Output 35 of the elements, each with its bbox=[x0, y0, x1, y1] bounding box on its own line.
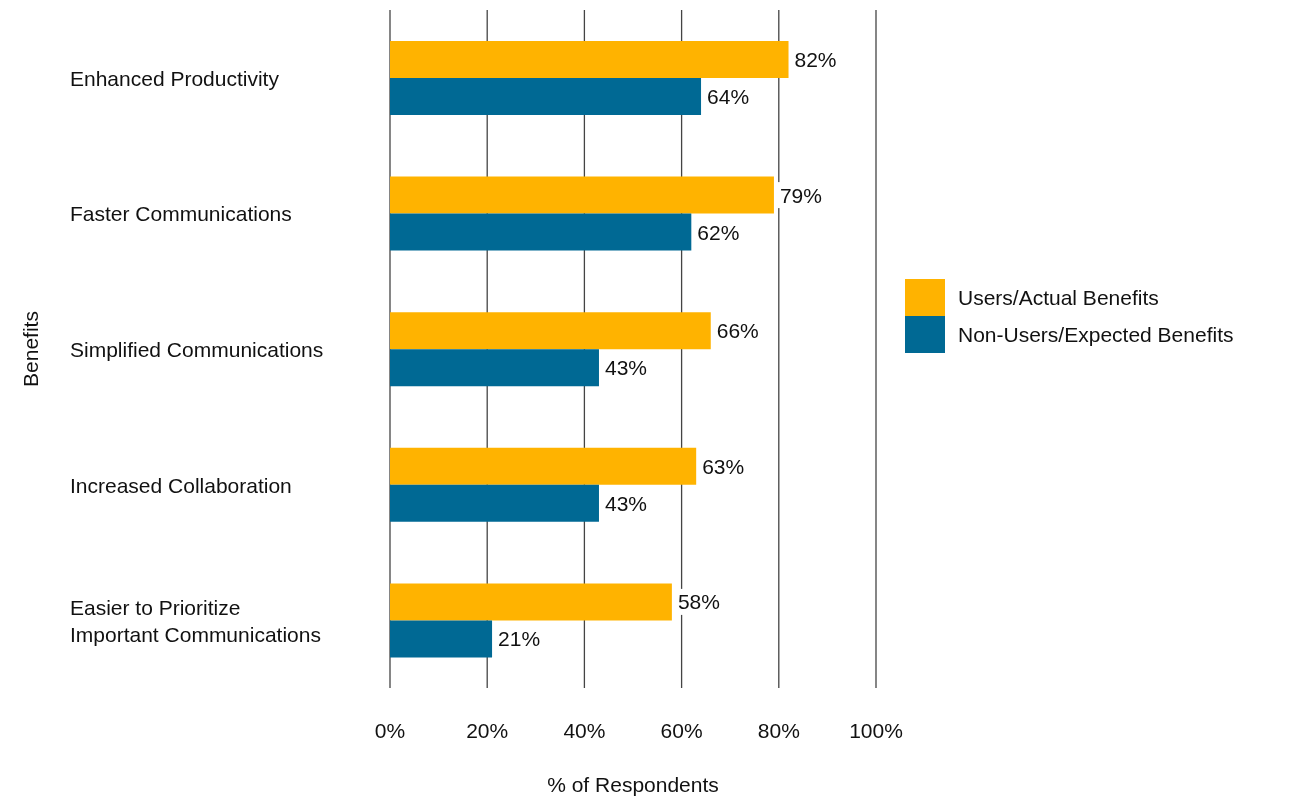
y-tick-label: Faster Communications bbox=[70, 201, 292, 225]
x-tick-label: 20% bbox=[466, 719, 509, 742]
data-label: 58% bbox=[677, 590, 720, 614]
bar bbox=[390, 583, 672, 621]
data-label: 62% bbox=[697, 220, 740, 244]
y-tick-label: Simplified Communications bbox=[70, 337, 324, 361]
x-tick-label: 40% bbox=[563, 719, 606, 742]
data-label: 43% bbox=[604, 356, 648, 380]
data-label: 63% bbox=[702, 454, 745, 478]
bar bbox=[390, 312, 711, 350]
data-label: 82% bbox=[794, 48, 837, 71]
bar bbox=[390, 213, 692, 251]
legend-label: Users/Actual Benefits bbox=[958, 285, 1159, 310]
data-label: 21% bbox=[498, 627, 541, 651]
bar bbox=[390, 447, 697, 485]
bar bbox=[390, 41, 789, 78]
y-axis-title: Benefits bbox=[19, 311, 42, 387]
data-label: 66% bbox=[716, 319, 759, 343]
x-tick-label: 0% bbox=[374, 719, 406, 742]
y-tick-label: Easier to Prioritize Important Communications bbox=[70, 595, 321, 646]
bar bbox=[390, 484, 599, 522]
data-label: 43% bbox=[604, 491, 648, 515]
data-label: 64% bbox=[707, 85, 750, 108]
x-tick-label: 60% bbox=[660, 719, 703, 742]
bar bbox=[390, 349, 599, 387]
bar bbox=[390, 620, 493, 658]
legend-label: Non-Users/Expected Benefits bbox=[958, 322, 1234, 347]
x-tick-label: 100% bbox=[849, 719, 903, 742]
y-tick-label: Enhanced Productivity bbox=[70, 66, 280, 90]
x-axis-title: % of Respondents bbox=[547, 773, 719, 796]
bar bbox=[390, 176, 774, 214]
x-tick-label: 80% bbox=[757, 719, 800, 742]
y-tick-label: Increased Collaboration bbox=[70, 473, 292, 497]
data-label: 79% bbox=[779, 183, 822, 207]
bar bbox=[390, 78, 702, 115]
